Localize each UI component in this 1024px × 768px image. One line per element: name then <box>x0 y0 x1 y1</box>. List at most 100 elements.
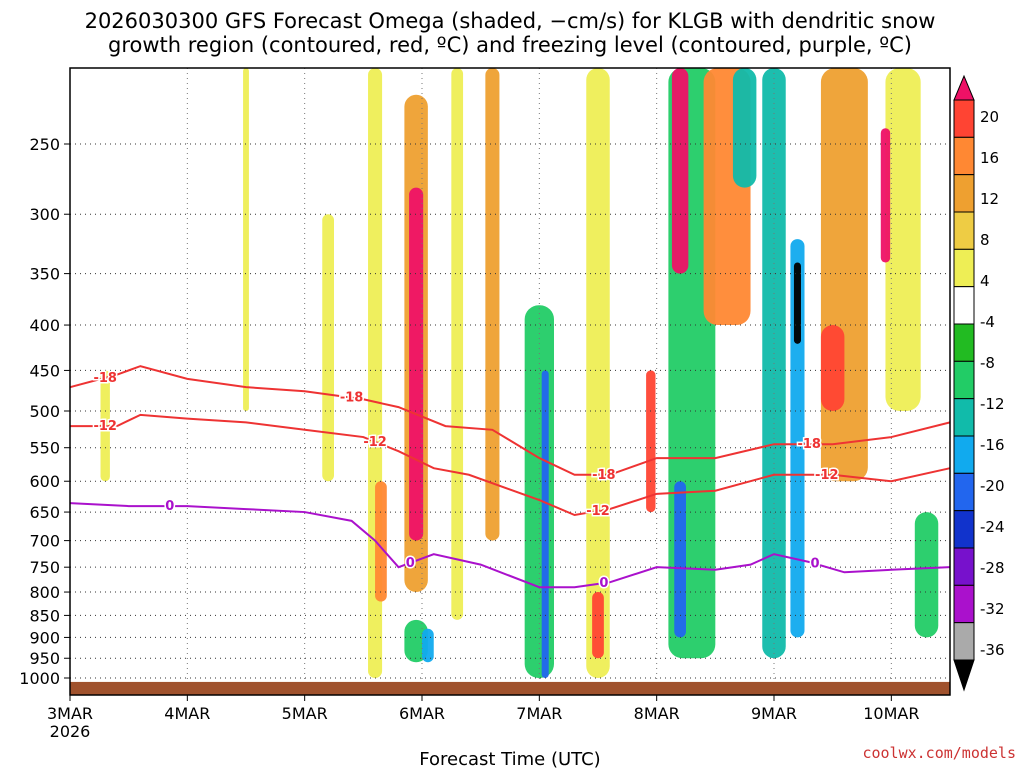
colorbar-swatch-4 <box>953 211 975 250</box>
colorbar-swatch-9 <box>953 398 975 437</box>
colorbar-label--8: -8 <box>980 354 995 372</box>
colorbar-label-12: 12 <box>980 190 999 208</box>
omega-cell-11 <box>820 68 868 482</box>
omega-cell-1 <box>243 68 249 411</box>
contour-label-0-0: 0 <box>165 499 174 514</box>
omega-cell-12 <box>914 512 939 638</box>
omega-cell-3 <box>451 68 464 620</box>
colorbar-swatch-10 <box>953 435 975 474</box>
y-tick-label-950: 950 <box>29 649 60 668</box>
y-tick-label-900: 900 <box>29 628 60 647</box>
omega-cell-26 <box>674 481 686 638</box>
colorbar-swatch-5 <box>953 248 975 288</box>
y-tick-label-400: 400 <box>29 316 60 335</box>
omega-cell-4 <box>586 68 610 678</box>
y-axis: 250 300 350 400 450 500 550 600 650 700 750 800 850 9… <box>19 135 70 688</box>
omega-cell-25 <box>671 68 689 274</box>
omega-cell-23 <box>409 187 424 541</box>
x-tick-label-4MAR: 4MAR <box>164 704 210 723</box>
terrain-fill <box>70 681 950 695</box>
contour-label--18-0: -18 <box>93 371 117 386</box>
omega-cell-24 <box>541 370 549 678</box>
colorbar-label--28: -28 <box>980 559 1005 577</box>
omega-cell-27 <box>880 128 891 263</box>
plot-area: -18 -18 -18 -18 -12 -12 -12 -12 0 0 0 0 <box>69 67 951 696</box>
omega-cell-8 <box>485 68 500 541</box>
y-tick-label-250: 250 <box>29 135 60 154</box>
colorbar-swatch-6 <box>953 286 975 325</box>
y-tick-label-350: 350 <box>29 265 60 284</box>
contour-label--18-2: -18 <box>592 468 616 483</box>
colorbar-bottom-triangle <box>953 659 975 692</box>
y-tick-label-700: 700 <box>29 532 60 551</box>
y-tick-label-1000: 1000 <box>19 669 60 688</box>
colorbar-top-triangle <box>953 74 975 101</box>
colorbar-label-20: 20 <box>980 108 999 126</box>
x-tick-label-7MAR: 7MAR <box>516 704 562 723</box>
colorbar-swatch-12 <box>953 510 975 549</box>
colorbar-label--24: -24 <box>980 518 1005 536</box>
chart-title-line-1: 2026030300 GFS Forecast Omega (shaded, −… <box>85 9 936 33</box>
omega-cell-22 <box>820 325 845 411</box>
omega-cell-9 <box>524 305 554 678</box>
colorbar-swatch-2 <box>953 136 975 176</box>
omega-cell-6 <box>322 214 334 482</box>
colorbar-label-16: 16 <box>980 149 999 167</box>
contour-label--12-3: -12 <box>815 468 839 483</box>
y-tick-label-800: 800 <box>29 583 60 602</box>
y-tick-label-850: 850 <box>29 606 60 625</box>
omega-cell-16 <box>375 481 387 602</box>
colorbar-swatch-1 <box>953 99 975 138</box>
omega-shading <box>70 68 950 695</box>
colorbar-swatch-11 <box>953 472 975 512</box>
colorbar-label--32: -32 <box>980 600 1005 618</box>
x-tick-label-8MAR: 8MAR <box>634 704 680 723</box>
contour-label-0-2: 0 <box>599 576 608 591</box>
y-tick-label-500: 500 <box>29 402 60 421</box>
contour-label--12-1: -12 <box>363 435 387 450</box>
chart-title-line-2: growth region (contoured, red, ºC) and f… <box>108 33 912 57</box>
omega-cell-5 <box>885 68 921 411</box>
contour-label--18-3: -18 <box>797 437 821 452</box>
x-tick-label-10MAR: 10MAR <box>863 704 919 723</box>
colorbar-swatch-7 <box>953 323 975 362</box>
x-tick-label-9MAR: 9MAR <box>751 704 797 723</box>
x-tick-label-3MAR: 3MAR <box>47 704 93 723</box>
colorbar-swatch-15 <box>953 622 975 661</box>
colorbar-label--12: -12 <box>980 395 1005 413</box>
contour-label--18-1: -18 <box>340 391 364 406</box>
y-tick-label-450: 450 <box>29 361 60 380</box>
contour-label--12-0: -12 <box>93 419 117 434</box>
contour-label--12-2: -12 <box>586 504 610 519</box>
omega-cell-18 <box>422 628 434 663</box>
contour-label-0-3: 0 <box>811 557 820 572</box>
x-axis-label: Forecast Time (UTC) <box>419 749 600 768</box>
grid-lines <box>70 68 950 695</box>
x-tick-label-6MAR: 6MAR <box>399 704 445 723</box>
y-tick-label-650: 650 <box>29 503 60 522</box>
y-tick-label-600: 600 <box>29 472 60 491</box>
colorbar: 20 16 12 8 4 -4 -8 -12 -16 -20 -24 -28 -32 -36 <box>953 74 1005 692</box>
contour-label-0-1: 0 <box>406 556 415 571</box>
omega-cell-17 <box>732 68 757 188</box>
colorbar-label-4: 4 <box>980 272 990 290</box>
omega-cell-20 <box>646 370 656 513</box>
colorbar-swatch-14 <box>953 584 975 624</box>
contour--18 <box>69 365 951 476</box>
credit-text: coolwx.com/models <box>862 744 1016 762</box>
y-tick-label-550: 550 <box>29 439 60 458</box>
contour--12 <box>70 413 951 517</box>
colorbar-swatch-3 <box>953 174 975 213</box>
omega-cell-28 <box>793 262 801 344</box>
plot-frame <box>69 67 951 696</box>
x-tick-sublabel-2026: 2026 <box>50 722 91 741</box>
colorbar-label--20: -20 <box>980 477 1005 495</box>
colorbar-label--16: -16 <box>980 436 1005 454</box>
colorbar-swatch-13 <box>953 547 975 586</box>
omega-cell-19 <box>592 592 604 659</box>
colorbar-label--4: -4 <box>980 313 995 331</box>
x-tick-label-5MAR: 5MAR <box>282 704 328 723</box>
y-tick-label-750: 750 <box>29 558 60 577</box>
